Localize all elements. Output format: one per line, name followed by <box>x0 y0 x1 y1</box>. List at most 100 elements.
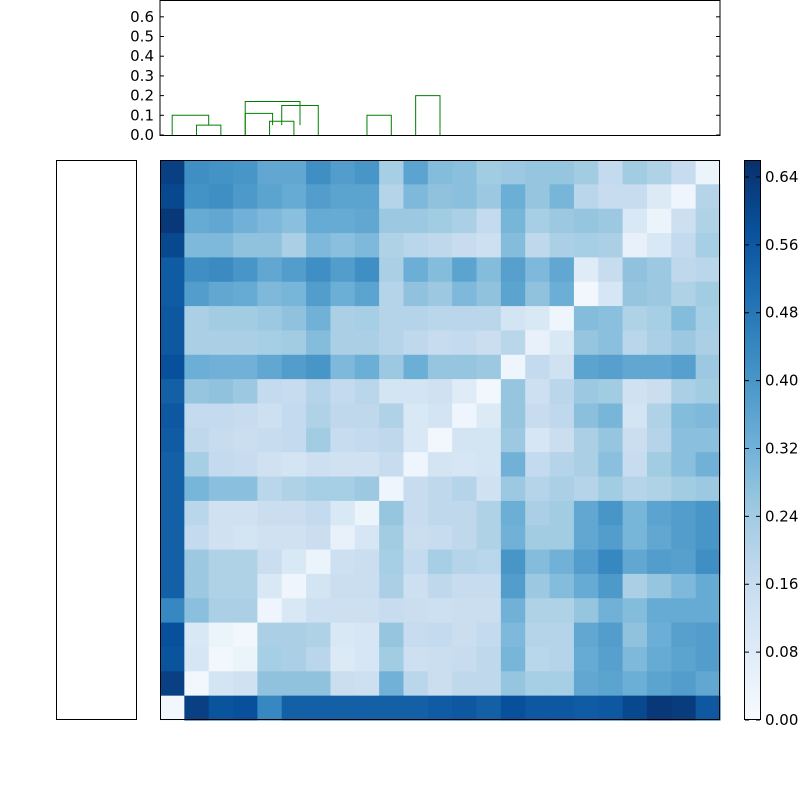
heatmap-cell <box>330 281 356 307</box>
heatmap-cell <box>671 354 697 380</box>
heatmap-cell <box>330 233 356 258</box>
heatmap-cell <box>379 622 404 648</box>
heatmap-cell <box>622 281 648 307</box>
heatmap-cell <box>184 257 210 283</box>
heatmap-cell <box>208 330 234 356</box>
heatmap-cell <box>160 525 185 551</box>
heatmap-cell <box>476 671 502 697</box>
heatmap-cell <box>184 184 210 210</box>
heatmap-cell <box>208 695 234 721</box>
heatmap-cell <box>671 476 697 502</box>
heatmap-cell <box>500 354 526 380</box>
heatmap-cell <box>695 184 721 210</box>
heatmap-cell <box>573 671 599 697</box>
heatmap-cell <box>330 160 356 185</box>
heatmap-cell <box>549 622 575 648</box>
heatmap-cell <box>452 427 478 453</box>
heatmap-cell <box>525 208 551 234</box>
heatmap-cell <box>476 452 502 478</box>
heatmap-cell <box>646 379 672 404</box>
heatmap-cell <box>354 184 380 210</box>
heatmap-cell <box>695 354 721 380</box>
heatmap-cell <box>549 476 575 502</box>
heatmap-cell <box>208 208 234 234</box>
heatmap-cell <box>622 549 648 575</box>
heatmap-cell <box>427 549 453 575</box>
heatmap-cell <box>500 257 526 283</box>
heatmap-cell <box>184 549 210 575</box>
heatmap-cell <box>354 671 380 697</box>
heatmap-cell <box>598 257 624 283</box>
heatmap-cell <box>403 330 429 356</box>
heatmap-cell <box>549 427 575 453</box>
heatmap-cell <box>500 330 526 356</box>
heatmap-cell <box>306 281 331 307</box>
y-tick-label: 0.2 <box>130 87 154 105</box>
heatmap-cell <box>427 354 453 380</box>
heatmap-cell <box>184 622 210 648</box>
heatmap-cell <box>208 233 234 258</box>
heatmap-cell <box>330 403 356 429</box>
heatmap-cell <box>160 695 185 721</box>
heatmap-cell <box>160 160 185 185</box>
colorbar-tick-label: 0.24 <box>765 507 798 525</box>
heatmap-cell <box>549 671 575 697</box>
heatmap-cell <box>379 598 404 624</box>
heatmap-cell <box>160 403 185 429</box>
heatmap-cell <box>160 257 185 283</box>
heatmap-cell <box>233 671 258 697</box>
heatmap-cell <box>525 646 551 672</box>
heatmap-cell <box>354 573 380 599</box>
heatmap-cell <box>598 500 624 526</box>
heatmap-cell <box>281 646 307 672</box>
heatmap-cell <box>671 452 697 478</box>
heatmap-cell <box>354 549 380 575</box>
heatmap-cell <box>379 403 404 429</box>
heatmap-cell <box>184 233 210 258</box>
heatmap-cell <box>330 622 356 648</box>
heatmap-cell <box>306 330 331 356</box>
heatmap-cell <box>403 354 429 380</box>
heatmap-cell <box>184 354 210 380</box>
heatmap-cell <box>549 233 575 258</box>
heatmap-cell <box>281 379 307 404</box>
heatmap-cell <box>379 671 404 697</box>
heatmap-cell <box>695 281 721 307</box>
heatmap-cell <box>403 598 429 624</box>
heatmap-cell <box>354 500 380 526</box>
heatmap-cell <box>646 184 672 210</box>
heatmap-cell <box>330 208 356 234</box>
heatmap-cell <box>330 379 356 404</box>
y-tick-label: 0.6 <box>130 8 154 26</box>
heatmap-cell <box>281 306 307 331</box>
heatmap-cell <box>379 573 404 599</box>
heatmap-cell <box>427 695 453 721</box>
heatmap-cell <box>500 452 526 478</box>
heatmap-cell <box>476 281 502 307</box>
heatmap-cell <box>695 573 721 599</box>
heatmap-cell <box>646 257 672 283</box>
heatmap-cell <box>184 208 210 234</box>
heatmap-cell <box>671 549 697 575</box>
heatmap-cell <box>573 233 599 258</box>
heatmap-cell <box>525 622 551 648</box>
heatmap-cell <box>257 525 283 551</box>
heatmap-cell <box>573 379 599 404</box>
heatmap-cell <box>646 671 672 697</box>
heatmap-cell <box>160 233 185 258</box>
heatmap-cell <box>525 500 551 526</box>
heatmap-cell <box>257 622 283 648</box>
heatmap-cell <box>452 598 478 624</box>
heatmap-cell <box>452 452 478 478</box>
heatmap-cell <box>598 208 624 234</box>
heatmap-cell <box>427 403 453 429</box>
heatmap-cell <box>306 403 331 429</box>
heatmap-cell <box>233 379 258 404</box>
heatmap-cell <box>525 257 551 283</box>
heatmap-cell <box>160 208 185 234</box>
heatmap-cell <box>476 476 502 502</box>
heatmap-cell <box>671 330 697 356</box>
heatmap-cell <box>257 476 283 502</box>
heatmap-cell <box>257 573 283 599</box>
heatmap-cell <box>476 306 502 331</box>
